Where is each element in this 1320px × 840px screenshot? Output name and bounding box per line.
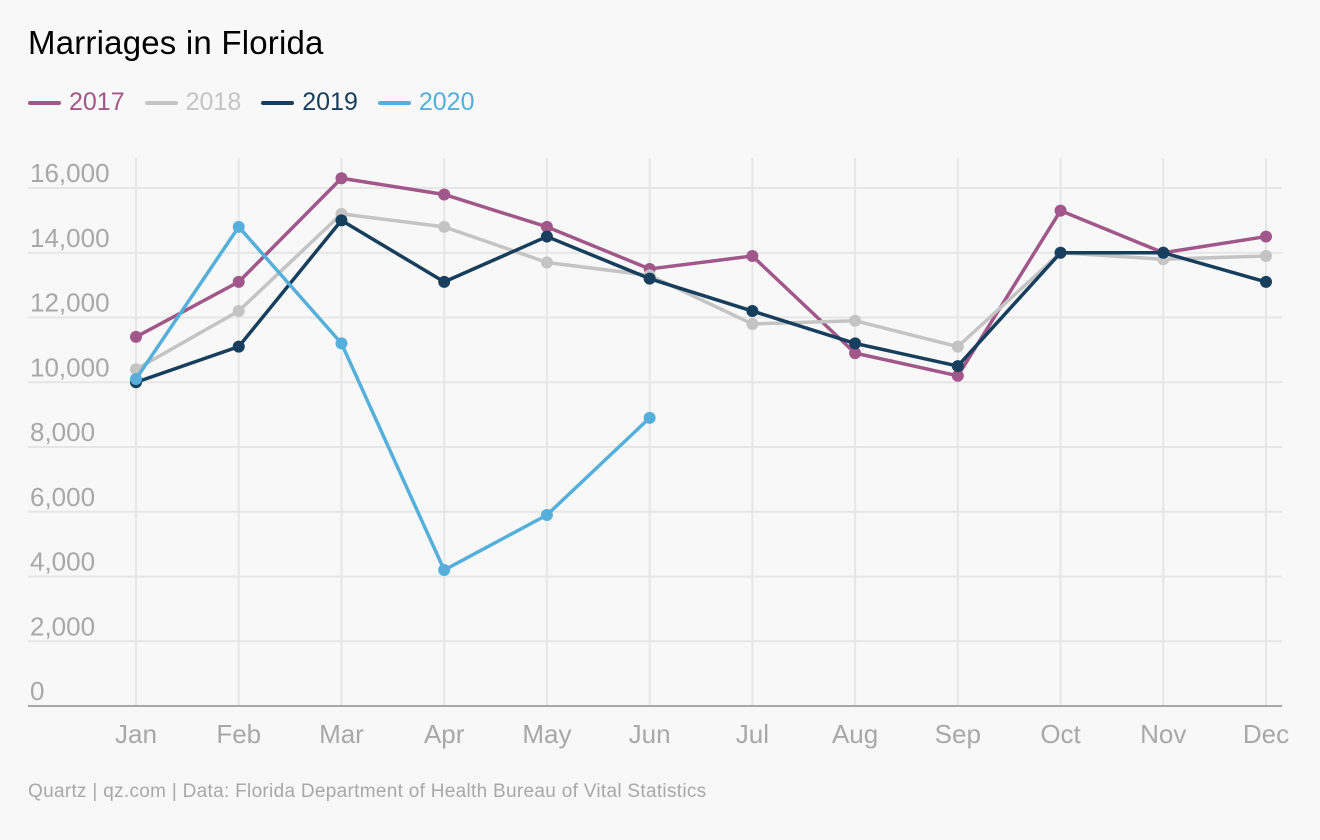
data-point-2019 [643,272,656,285]
y-tick-label: 0 [30,676,44,706]
legend-label-2019: 2019 [302,88,358,116]
y-tick-label: 12,000 [30,288,110,318]
data-point-2018 [849,314,862,327]
data-point-2017 [746,249,759,262]
y-tick-label: 6,000 [30,482,95,512]
series-line-2017 [134,176,1268,378]
data-point-2019 [1260,275,1272,288]
series-line-2020 [134,225,652,572]
data-point-2019 [951,360,964,373]
y-tick-label: 8,000 [30,417,95,447]
data-point-2017 [1260,230,1272,243]
legend-swatch-2019 [261,100,295,105]
y-tick-label: 14,000 [30,223,110,253]
data-point-2019 [232,340,245,353]
data-point-2018 [232,305,245,318]
data-point-2019 [849,337,862,350]
x-tick-label: Jan [115,719,157,749]
x-tick-label: Feb [216,719,261,749]
chart-title: Marriages in Florida [28,24,324,61]
data-point-2017 [849,347,862,360]
x-tick-label: Jul [736,719,769,749]
x-tick-label: Aug [832,719,878,749]
x-tick-label: Jun [629,719,671,749]
data-point-2019 [540,230,553,243]
x-tick-label: Mar [319,719,364,749]
data-point-2017 [1054,204,1067,217]
data-point-2020 [335,337,348,350]
data-point-2019 [438,275,451,288]
legend-label-2017: 2017 [69,88,125,116]
data-point-2020 [540,508,553,521]
legend-swatch-2017 [28,100,61,105]
data-point-2017 [951,369,964,382]
x-tick-label: May [522,719,571,749]
data-point-2019 [1157,246,1170,259]
y-tick-label: 10,000 [30,352,110,382]
series-line-2019 [134,218,1268,384]
legend-item-2020: 2020 [377,88,475,117]
data-point-2018 [438,220,451,233]
data-point-2019 [1054,246,1067,259]
data-point-2019 [335,214,348,227]
data-point-2020 [438,564,451,577]
legend: 2017 2018 2019 2020 [28,88,495,117]
data-point-2019 [746,305,759,318]
data-point-2020 [232,220,245,233]
x-tick-label: Sep [935,719,981,749]
legend-item-2019: 2019 [261,88,358,117]
legend-swatch-2020 [377,100,411,105]
data-point-2017 [130,330,142,343]
legend-swatch-2018 [144,100,178,105]
x-tick-label: Oct [1040,719,1081,749]
data-point-2017 [232,275,245,288]
x-tick-label: Apr [424,719,465,749]
legend-label-2020: 2020 [418,88,475,116]
data-point-2018 [540,256,553,269]
data-point-2018 [951,340,964,353]
y-tick-label: 16,000 [30,158,110,188]
legend-item-2017: 2017 [28,88,125,117]
data-point-2017 [438,188,451,201]
data-point-2017 [540,220,553,233]
data-point-2018 [1260,249,1272,262]
x-tick-label: Dec [1243,719,1289,749]
source-credit: Quartz | qz.com | Data: Florida Departme… [28,781,707,802]
data-point-2020 [130,373,142,386]
data-point-2017 [335,172,348,185]
y-tick-label: 2,000 [30,611,95,641]
x-tick-label: Nov [1140,719,1186,749]
legend-label-2018: 2018 [185,88,242,116]
data-point-2020 [643,411,656,424]
data-point-2018 [746,317,759,330]
series-line-2018 [134,212,1268,372]
legend-item-2018: 2018 [144,88,242,117]
y-tick-label: 4,000 [30,547,95,577]
